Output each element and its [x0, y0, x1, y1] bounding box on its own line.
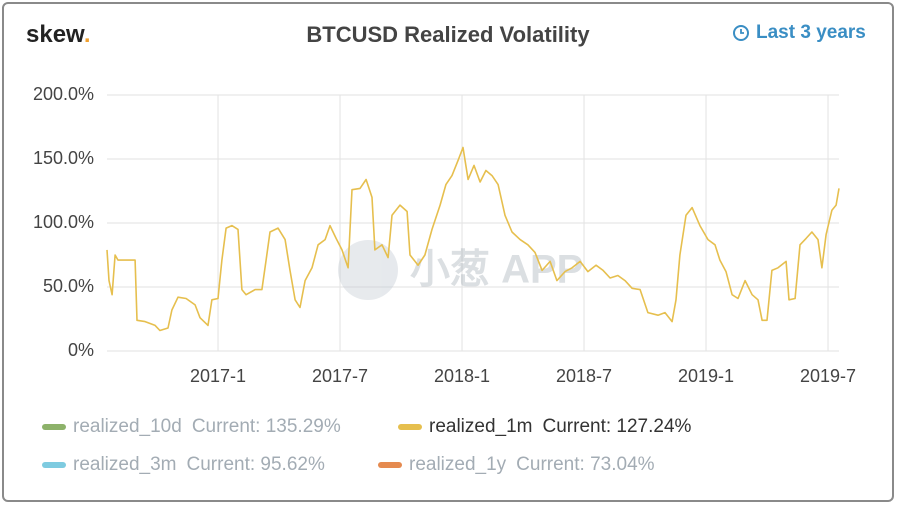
legend-label: realized_1m Current: 127.24% — [429, 416, 692, 437]
legend-current: Current: 127.24% — [543, 416, 692, 437]
x-tick-label: 2017-1 — [190, 366, 246, 386]
legend-current: Current: 135.29% — [192, 416, 341, 437]
legend-item[interactable]: realized_1m Current: 127.24% — [398, 416, 692, 437]
legend-label: realized_1y Current: 73.04% — [409, 454, 655, 475]
watermark-text: 小葱 APP — [410, 248, 583, 292]
legend-item[interactable]: realized_10d Current: 135.29% — [42, 416, 341, 437]
grid — [107, 94, 839, 352]
x-tick-label: 2018-1 — [434, 366, 490, 386]
card — [2, 2, 894, 502]
logo: skew. — [26, 21, 91, 48]
legend-current: Current: 95.62% — [187, 454, 325, 475]
legend-name: realized_1m — [429, 416, 533, 437]
y-tick-label: 150.0% — [33, 148, 94, 168]
watermark: 小葱 APP — [338, 240, 583, 300]
legend-label: realized_10d Current: 135.29% — [73, 416, 341, 437]
x-tick-label: 2019-1 — [678, 366, 734, 386]
legend-name: realized_1y — [409, 454, 507, 475]
legend-swatch — [42, 462, 66, 468]
clock-hand — [740, 29, 744, 34]
watermark-logo — [338, 240, 398, 300]
legend-current: Current: 73.04% — [516, 454, 654, 475]
legend-item[interactable]: realized_3m Current: 95.62% — [42, 454, 325, 475]
y-tick-label: 0% — [68, 340, 94, 360]
x-tick-label: 2017-7 — [312, 366, 368, 386]
legend-name: realized_3m — [73, 454, 177, 475]
legend-label: realized_3m Current: 95.62% — [73, 454, 325, 475]
y-tick-label: 100.0% — [33, 212, 94, 232]
chart-title: BTCUSD Realized Volatility — [306, 22, 590, 47]
legend-swatch — [398, 424, 422, 430]
legend-swatch — [42, 424, 66, 430]
range-button[interactable]: Last 3 years — [733, 22, 866, 43]
y-tick-label: 200.0% — [33, 84, 94, 104]
range-label[interactable]: Last 3 years — [756, 22, 866, 43]
logo-text: skew — [26, 21, 85, 48]
series-line — [106, 146, 840, 332]
x-tick-label: 2019-7 — [800, 366, 856, 386]
logo-dot: . — [84, 21, 91, 48]
legend-item[interactable]: realized_1y Current: 73.04% — [378, 454, 655, 475]
legend-name: realized_10d — [73, 416, 182, 437]
y-tick-label: 50.0% — [43, 276, 94, 296]
legend-swatch — [378, 462, 402, 468]
clock-icon — [733, 25, 749, 41]
x-tick-label: 2018-7 — [556, 366, 612, 386]
